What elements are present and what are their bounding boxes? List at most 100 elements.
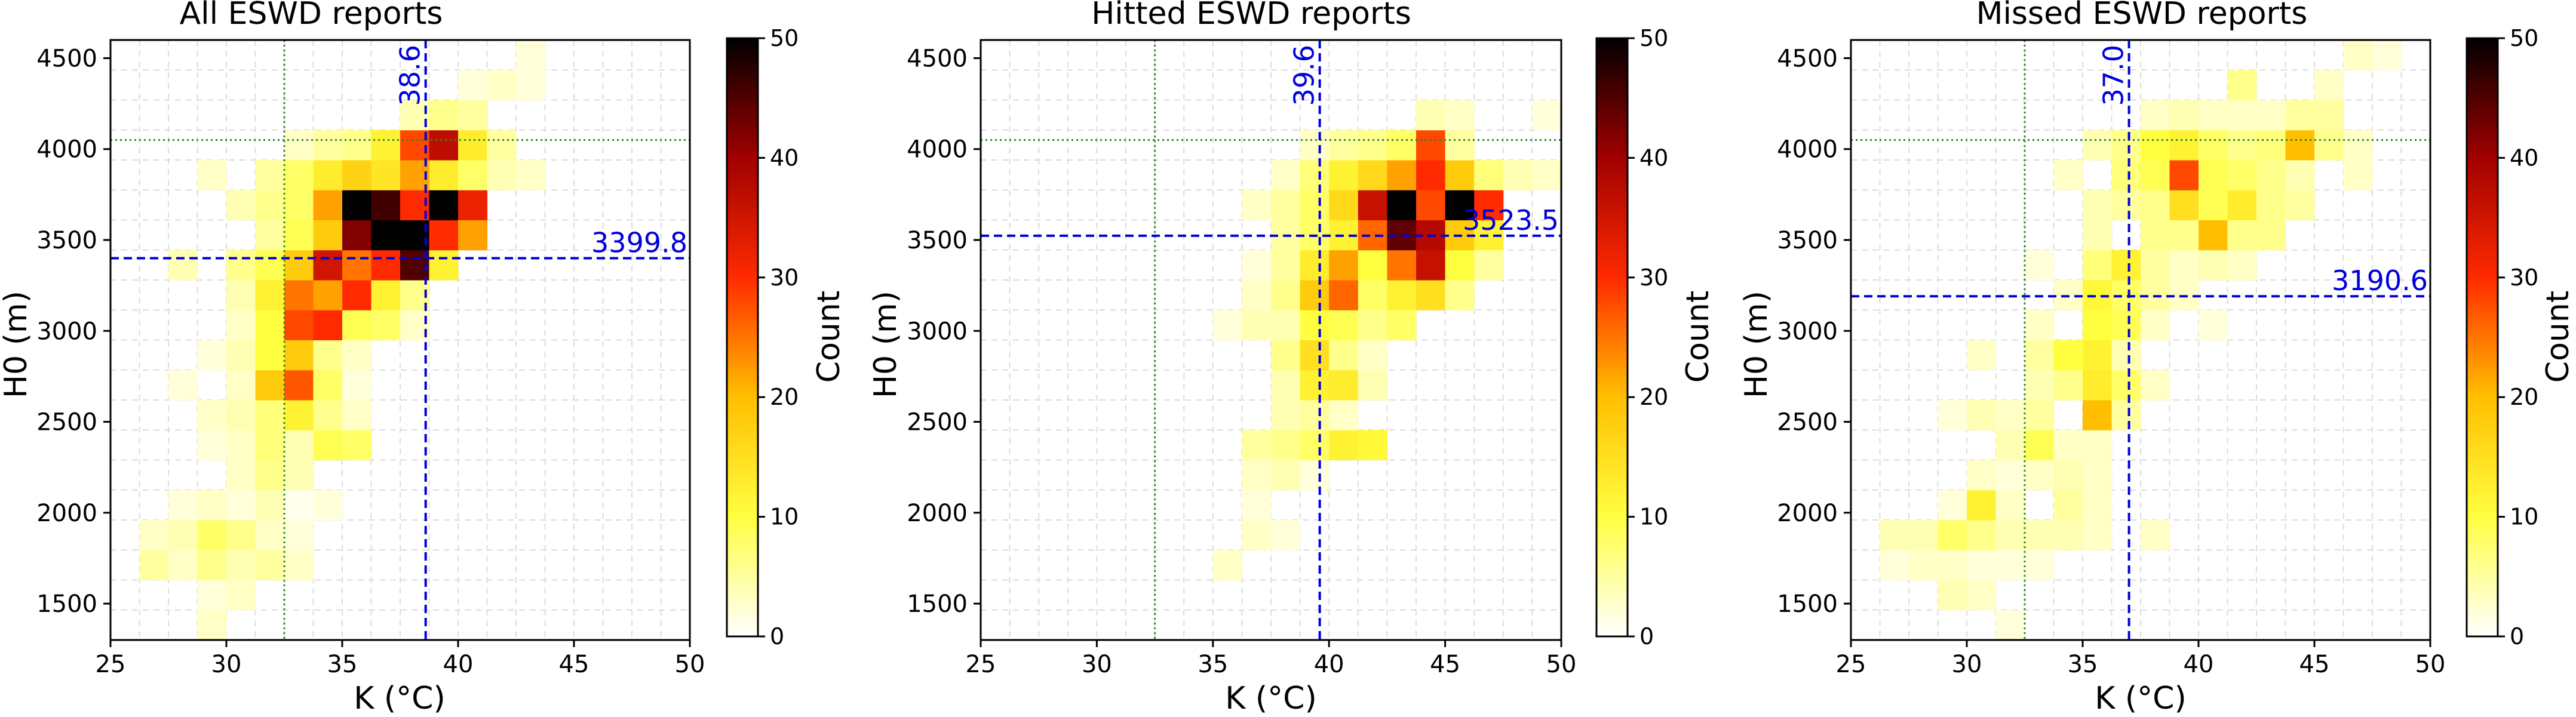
heatmap-cell <box>2227 100 2257 131</box>
median-k-label: 39.6 <box>1288 45 1321 106</box>
heatmap-cell <box>1938 520 1967 550</box>
heatmap-cell <box>226 310 256 340</box>
heatmap-cell <box>168 490 198 521</box>
heatmap-cell <box>2083 460 2112 491</box>
colorbar: 0 10 20 30 40 50 <box>726 25 799 650</box>
heatmap-cell <box>1967 490 1996 521</box>
heatmap-cell <box>284 490 314 521</box>
y-tick-label: 1500 <box>1777 590 1838 618</box>
heatmap-cell <box>1474 190 1504 220</box>
colorbar-tick-label: 50 <box>2510 25 2538 51</box>
x-tick-label: 35 <box>1198 651 1228 678</box>
heatmap-cell <box>2083 370 2112 401</box>
heatmap-cell <box>1358 370 1387 401</box>
colorbar-tick-label: 50 <box>1639 25 1668 51</box>
heatmap-cell <box>1938 490 1967 521</box>
heatmap-cell <box>2169 160 2199 190</box>
y-tick-label: 2500 <box>907 409 968 436</box>
heatmap-cell <box>313 220 343 251</box>
heatmap-cell <box>1212 310 1242 340</box>
heatmap-cell <box>284 280 314 310</box>
heatmap-cell <box>1300 400 1330 430</box>
median-k-label: 37.0 <box>2098 45 2130 106</box>
heatmap-cell <box>458 160 487 190</box>
heatmap-cell <box>371 250 401 281</box>
heatmap-cell <box>2199 130 2228 161</box>
heatmap-cell <box>2372 40 2402 70</box>
heatmap-cell <box>197 580 227 611</box>
heatmap-cell <box>1271 460 1301 491</box>
heatmap-cell <box>2111 190 2141 220</box>
heatmap-cell <box>2256 190 2286 220</box>
heatmap-cell <box>1532 100 1562 131</box>
heatmap-cell <box>226 400 256 430</box>
heatmap-cell <box>2314 130 2344 161</box>
y-tick-label: 3000 <box>907 318 968 345</box>
heatmap-cell <box>197 160 227 190</box>
heatmap-cell <box>342 220 371 251</box>
heatmap-cell <box>458 130 487 161</box>
heatmap-cell <box>313 340 343 371</box>
heatmap-cell <box>1300 280 1330 310</box>
heatmap-cell <box>226 250 256 281</box>
heatmap-cell <box>2141 160 2170 190</box>
heatmap-cell <box>1271 520 1301 550</box>
heatmap-cell <box>2141 310 2170 340</box>
heatmap-cell <box>2083 250 2112 281</box>
x-tick-label: 50 <box>675 651 705 678</box>
heatmap-cell <box>1995 400 2025 430</box>
heatmap-cell <box>2169 190 2199 220</box>
y-tick-label: 3000 <box>36 318 97 345</box>
heatmap-cell <box>1300 340 1330 371</box>
heatmap-cell <box>1880 550 1909 580</box>
heatmap-cell <box>2025 340 2054 371</box>
heatmap-cell <box>2343 40 2373 70</box>
heatmap-cell <box>1445 250 1475 281</box>
heatmap-cell <box>2025 520 2054 550</box>
heatmap-cell <box>429 190 459 220</box>
heatmap-cell <box>2141 220 2170 251</box>
heatmap-cell <box>342 130 371 161</box>
heatmap-cell <box>313 190 343 220</box>
heatmap-cell <box>2053 520 2083 550</box>
colorbar-tick-label: 20 <box>1639 384 1668 410</box>
heatmap-cell <box>2343 160 2373 190</box>
heatmap-cell <box>226 550 256 580</box>
x-tick-label: 25 <box>966 651 996 678</box>
heatmap-cell <box>226 190 256 220</box>
heatmap-cell <box>2199 250 2228 281</box>
y-tick-label: 1500 <box>907 590 968 618</box>
heatmap-cell <box>313 430 343 460</box>
panel-missed-eswd: Missed ESWD reports 37.0 3190.6 25 30 35 40 45… <box>1739 0 2576 716</box>
colorbar-tick-label: 40 <box>770 144 799 171</box>
heatmap-cell <box>487 160 517 190</box>
y-axis-label: H0 (m) <box>1739 291 1774 398</box>
heatmap-cell <box>313 370 343 401</box>
heatmap-cell <box>429 130 459 161</box>
heatmap-cell <box>342 250 371 281</box>
heatmap-cell <box>1995 490 2025 521</box>
y-tick-label: 4500 <box>36 45 97 72</box>
y-tick-label: 2500 <box>1777 409 1838 436</box>
heatmap-cell <box>168 520 198 550</box>
y-tick-label: 4000 <box>1777 136 1838 164</box>
heatmap-cell <box>2111 400 2141 430</box>
heatmap-cell <box>1358 310 1387 340</box>
heatmap-cell <box>1474 160 1504 190</box>
heatmap-cell <box>2083 520 2112 550</box>
colorbar-tick-label: 0 <box>1639 623 1654 650</box>
heatmap-cell <box>226 460 256 491</box>
heatmap-cell <box>2256 100 2286 131</box>
heatmap-cell <box>1300 190 1330 220</box>
heatmap-cell <box>342 400 371 430</box>
heatmap-cell <box>1271 310 1301 340</box>
heatmap-cell <box>2227 220 2257 251</box>
heatmap-cell <box>516 40 545 70</box>
heatmap-cell <box>2141 130 2170 161</box>
heatmap-cell <box>2025 310 2054 340</box>
heatmap-cell <box>2227 160 2257 190</box>
colorbar-gradient <box>726 37 759 638</box>
heatmap-cell <box>2256 130 2286 161</box>
heatmap-cell <box>342 310 371 340</box>
heatmap-cell <box>2199 190 2228 220</box>
